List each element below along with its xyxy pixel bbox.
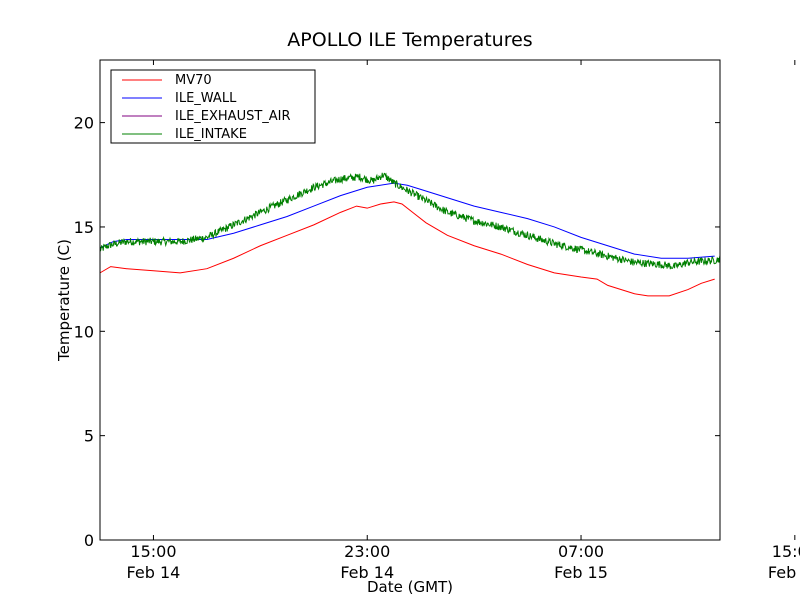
x-tick-date-label: Feb 15 [554,563,608,582]
x-tick-time-label: 15:00 [130,542,176,561]
plot-frame [99,59,721,541]
chart-title: APOLLO ILE Temperatures [287,29,532,51]
series-line-ile-intake [99,172,721,270]
legend-label: MV70 [175,73,212,88]
x-tick-time-label: 23:00 [344,542,390,561]
legend-box [110,69,316,144]
legend-label: ILE_INTAKE [175,127,247,142]
series-line-mv70 [99,201,715,297]
x-tick-date-label: Feb 15 [768,563,800,582]
series-line-ile-wall [99,182,715,259]
x-axis: 15:00 Feb 14 23:00 Feb 14 07:00 Feb 15 15:00 Fe… [127,60,800,582]
legend: MV70 ILE_WALL ILE_EXHAUST_AIR ILE_INTAKE [110,69,316,144]
x-tick-date-label: Feb 14 [340,563,394,582]
y-tick-label: 20 [74,114,94,133]
y-tick-label: 10 [74,322,94,341]
x-axis-label: Date (GMT) [367,578,453,596]
y-tick-label: 15 [74,218,94,237]
legend-label: ILE_EXHAUST_AIR [175,109,291,124]
y-tick-label: 0 [84,531,94,550]
x-tick-time-label: 15:00 [772,542,800,561]
legend-label: ILE_WALL [175,91,237,106]
y-axis: 0 5 10 15 20 [74,114,720,550]
x-tick-time-label: 07:00 [558,542,604,561]
y-tick-label: 5 [84,427,94,446]
series-layer [99,172,721,297]
y-axis-label: Temperature (C) [55,239,73,362]
x-tick-date-label: Feb 14 [127,563,181,582]
